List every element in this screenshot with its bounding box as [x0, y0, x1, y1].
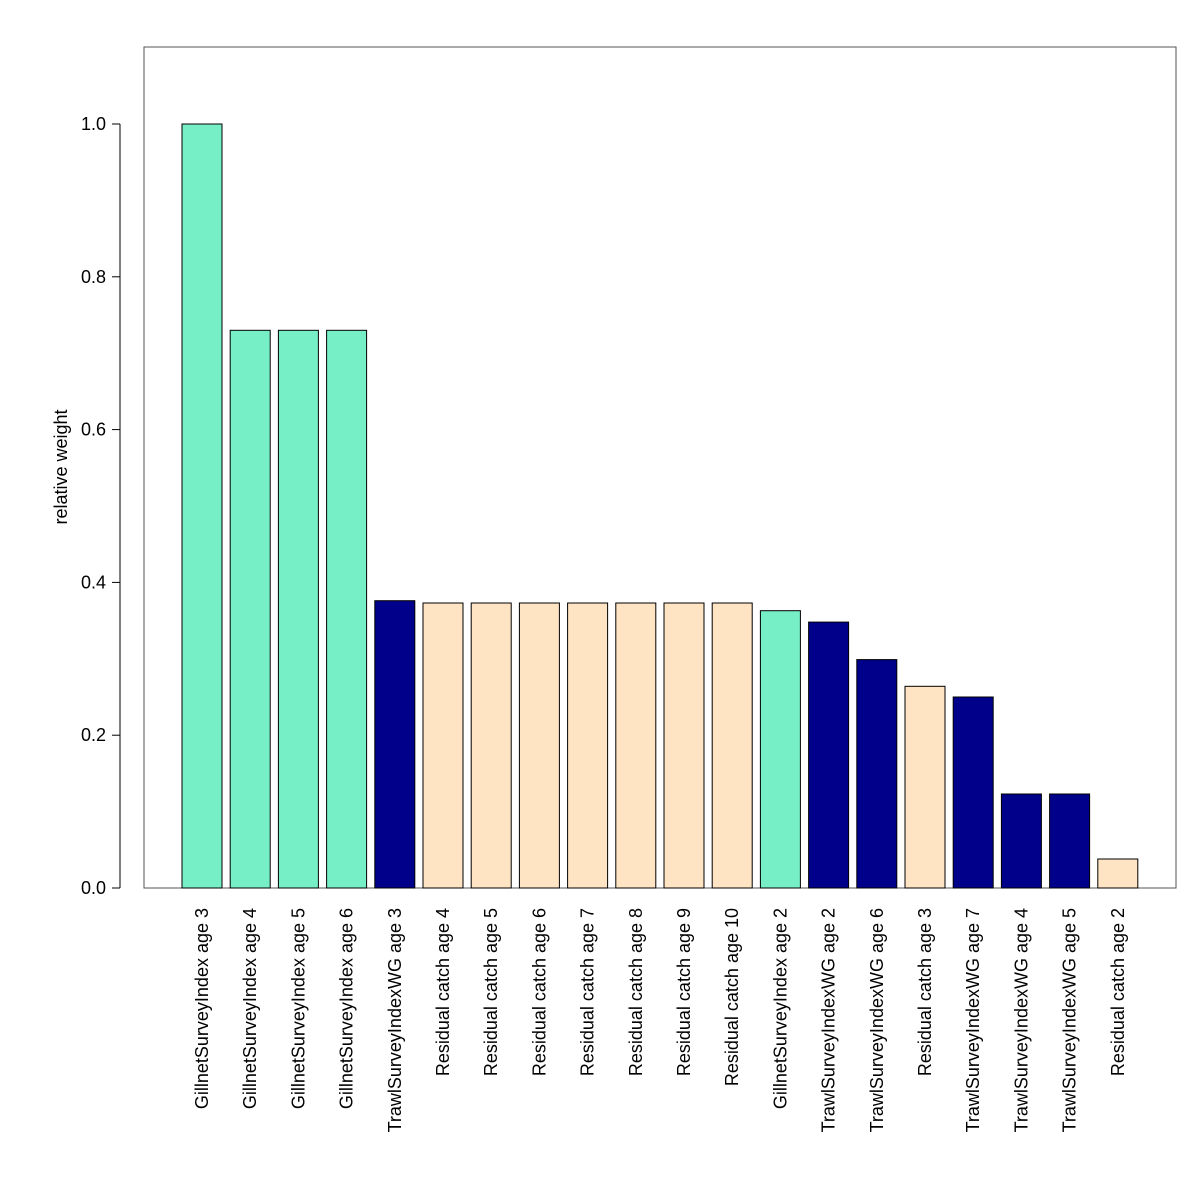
x-tick-label: GillnetSurveyIndex age 3: [192, 908, 212, 1109]
y-tick-label: 0.6: [81, 420, 106, 440]
bar: [229, 329, 271, 889]
bar: [518, 602, 560, 889]
x-tick-label: GillnetSurveyIndex age 5: [288, 908, 308, 1109]
bar: [663, 602, 705, 889]
bar: [422, 602, 464, 889]
bar: [904, 685, 946, 889]
x-tick-label: GillnetSurveyIndex age 4: [240, 908, 260, 1109]
x-tick-label: Residual catch age 8: [626, 908, 646, 1076]
x-tick-label: TrawlSurveyIndexWG age 2: [819, 908, 839, 1132]
y-tick-label: 1.0: [81, 114, 106, 134]
x-tick-label: Residual catch age 4: [433, 908, 453, 1076]
x-tick-label: Residual catch age 9: [674, 908, 694, 1076]
x-tick-label: TrawlSurveyIndexWG age 5: [1060, 908, 1080, 1132]
y-tick-label: 0.4: [81, 572, 106, 592]
x-tick-label: TrawlSurveyIndexWG age 7: [963, 908, 983, 1132]
x-tick-label: Residual catch age 3: [915, 908, 935, 1076]
bar: [1000, 793, 1042, 889]
x-tick-label: Residual catch age 7: [578, 908, 598, 1076]
x-tick-label: Residual catch age 2: [1108, 908, 1128, 1076]
plot-border: [143, 46, 1177, 889]
x-tick-label: GillnetSurveyIndex age 2: [770, 908, 790, 1109]
bar: [952, 696, 994, 889]
bar: [615, 602, 657, 889]
y-tick-label: 0.0: [81, 878, 106, 898]
y-axis: 0.0 0.2 0.4 0.6 0.8 1.0: [81, 114, 121, 898]
bar: [470, 602, 512, 889]
x-tick-label: TrawlSurveyIndexWG age 6: [867, 908, 887, 1132]
x-tick-label: Residual catch age 10: [722, 908, 742, 1086]
bar: [374, 600, 416, 889]
x-tick-label: GillnetSurveyIndex age 6: [337, 908, 357, 1109]
bar: [1049, 793, 1091, 889]
bar: [1097, 858, 1139, 889]
bar: [567, 602, 609, 889]
x-tick-label: TrawlSurveyIndexWG age 3: [385, 908, 405, 1132]
x-axis-labels: GillnetSurveyIndex age 3 GillnetSurveyInd…: [192, 908, 1128, 1132]
y-tick-label: 0.2: [81, 725, 106, 745]
bar: [808, 621, 850, 889]
bar: [277, 329, 319, 889]
x-tick-label: Residual catch age 6: [529, 908, 549, 1076]
bar: [856, 659, 898, 889]
x-tick-label: Residual catch age 5: [481, 908, 501, 1076]
y-axis-label: relative weight: [51, 409, 71, 524]
x-tick-label: TrawlSurveyIndexWG age 4: [1011, 908, 1031, 1132]
bar: [759, 610, 801, 889]
bars-group: [181, 123, 1139, 889]
y-tick-label: 0.8: [81, 267, 106, 287]
bar: [181, 123, 223, 889]
bar: [326, 329, 368, 889]
bar: [711, 602, 753, 889]
